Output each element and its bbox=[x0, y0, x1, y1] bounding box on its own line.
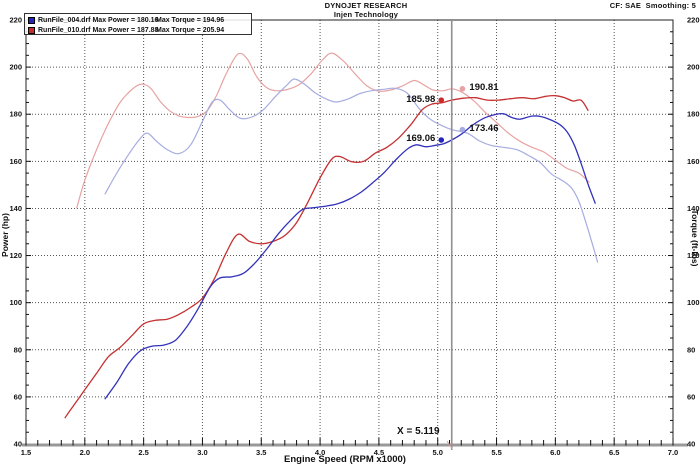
y-tick-label-left: 200 bbox=[9, 63, 22, 72]
cursor-leader-line bbox=[446, 440, 453, 450]
annotation-dot bbox=[459, 126, 466, 133]
legend-entry-runfile-010[interactable]: RunFile_010.drf Max Power = 187.88 Max T… bbox=[28, 25, 251, 35]
annotation-power-010-value: 185.98 bbox=[406, 93, 436, 105]
y-tick-label-left: 160 bbox=[9, 157, 22, 166]
legend: RunFile_004.drf Max Power = 180.16 Max T… bbox=[24, 13, 252, 35]
y-tick-label-left: 40 bbox=[14, 440, 22, 449]
annotation-torque-004-value: 173.46 bbox=[469, 123, 499, 135]
y-tick-label-left: 180 bbox=[9, 110, 22, 119]
annotation-torque-010-value: 190.81 bbox=[469, 82, 499, 94]
y-tick-label-right: 100 bbox=[687, 298, 700, 307]
plot-frame bbox=[25, 19, 674, 445]
x-tick-label: 2.5 bbox=[138, 448, 148, 457]
page-title: DYNOJET RESEARCH bbox=[324, 1, 408, 10]
annotation-dot bbox=[438, 97, 445, 103]
y-tick-label-right: 180 bbox=[687, 110, 700, 119]
y-axis-title-torque: Torque (ft-lbs) bbox=[690, 209, 700, 267]
y-tick-label-right: 120 bbox=[687, 251, 700, 260]
legend-color-chip-red bbox=[28, 26, 35, 34]
x-tick-label: 3.0 bbox=[197, 448, 207, 457]
x-tick-label: 6.5 bbox=[609, 448, 619, 457]
smoothing-config-label: CF: SAE Smoothing: 5 bbox=[609, 1, 696, 10]
x-axis-title: Engine Speed (RPM x1000) bbox=[284, 454, 406, 465]
torque-curve-torque_004 bbox=[104, 78, 599, 263]
legend-file-power-label: RunFile_004.drf Max Power = 180.16 bbox=[38, 16, 159, 24]
x-tick-label: 7.0 bbox=[668, 448, 678, 457]
y-tick-label-left: 140 bbox=[9, 204, 22, 213]
x-tick-label: 2.0 bbox=[80, 448, 90, 457]
x-tick-label: 6.0 bbox=[550, 448, 560, 457]
x-tick-label: 4.5 bbox=[374, 448, 384, 457]
y-tick-label-left: 100 bbox=[9, 298, 22, 307]
y-tick-label-right: 220 bbox=[687, 16, 700, 25]
legend-torque-label: Max Torque = 205.94 bbox=[156, 26, 225, 34]
cursor-x-readout: X = 5.119 bbox=[397, 426, 440, 437]
x-tick-label: 5.5 bbox=[491, 448, 501, 457]
y-tick-label-left: 60 bbox=[14, 392, 22, 401]
y-tick-label-left: 120 bbox=[9, 251, 22, 260]
annotation-dot bbox=[438, 137, 445, 143]
y-tick-label-right: 40 bbox=[687, 440, 695, 449]
y-tick-label-right: 60 bbox=[687, 392, 695, 401]
y-tick-label-right: 160 bbox=[687, 157, 700, 166]
x-tick-label: 3.5 bbox=[256, 448, 266, 457]
legend-entry-runfile-004[interactable]: RunFile_004.drf Max Power = 180.16 Max T… bbox=[28, 15, 251, 25]
x-tick-label: 4.0 bbox=[315, 448, 325, 457]
power-curve-power_010 bbox=[64, 94, 589, 419]
y-tick-label-right: 200 bbox=[687, 63, 700, 72]
annotation-power-004-value: 169.06 bbox=[406, 133, 436, 145]
annotation-dot bbox=[459, 85, 466, 92]
x-tick-label: 5.0 bbox=[433, 448, 443, 457]
legend-color-chip-blue bbox=[28, 16, 35, 24]
legend-torque-label: Max Torque = 194.96 bbox=[156, 16, 225, 24]
y-axis-title-power: Power (hp) bbox=[0, 213, 10, 257]
y-tick-label-left: 80 bbox=[14, 345, 22, 354]
x-tick-label: 1.5 bbox=[21, 448, 31, 457]
y-tick-label-right: 80 bbox=[687, 345, 695, 354]
y-tick-label-left: 220 bbox=[9, 16, 22, 25]
y-tick-label-right: 140 bbox=[687, 204, 700, 213]
page-subtitle: Injen Technology bbox=[333, 10, 399, 19]
torque-curve-torque_010 bbox=[76, 52, 590, 209]
legend-file-power-label: RunFile_010.drf Max Power = 187.88 bbox=[38, 26, 159, 34]
power-curve-power_004 bbox=[104, 112, 597, 400]
